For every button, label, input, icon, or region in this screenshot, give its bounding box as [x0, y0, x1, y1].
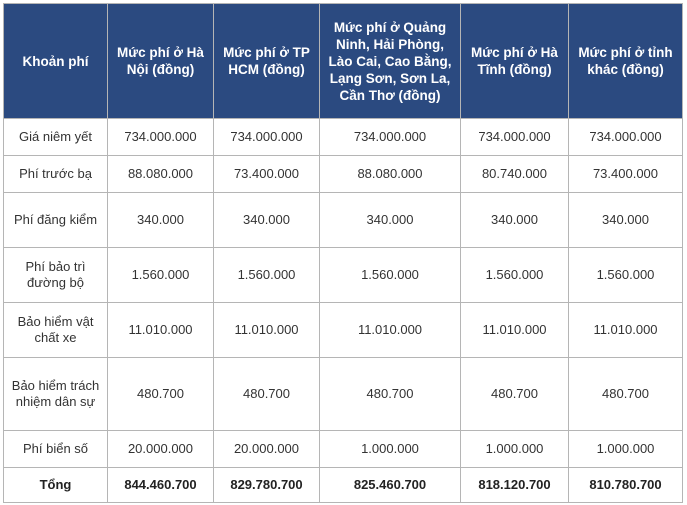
- table-row: Phí bảo trì đường bộ 1.560.000 1.560.000…: [3, 247, 683, 303]
- header-fee-type: Khoản phí: [3, 3, 108, 119]
- row-label: Phí biển số: [3, 430, 108, 468]
- table-cell: 340.000: [568, 192, 683, 248]
- table-cell: 1.560.000: [107, 247, 214, 303]
- table-row: Phí đăng kiểm 340.000 340.000 340.000 34…: [3, 192, 683, 248]
- fee-table-container: Khoản phí Mức phí ở Hà Nội (đồng) Mức ph…: [3, 3, 683, 503]
- table-cell: 1.560.000: [319, 247, 461, 303]
- table-row: Giá niêm yết 734.000.000 734.000.000 734…: [3, 118, 683, 156]
- table-cell: 88.080.000: [107, 155, 214, 193]
- row-label: Bảo hiểm vật chất xe: [3, 302, 108, 358]
- table-cell: 1.000.000: [319, 430, 461, 468]
- table-cell: 1.560.000: [213, 247, 320, 303]
- total-label: Tổng: [3, 467, 108, 503]
- header-group-provinces: Mức phí ở Quảng Ninh, Hải Phòng, Lào Cai…: [319, 3, 461, 119]
- table-cell: 340.000: [107, 192, 214, 248]
- fee-comparison-table: Khoản phí Mức phí ở Hà Nội (đồng) Mức ph…: [3, 3, 683, 503]
- table-row: Bảo hiểm trách nhiệm dân sự 480.700 480.…: [3, 357, 683, 431]
- table-cell: 734.000.000: [460, 118, 569, 156]
- table-cell: 1.560.000: [568, 247, 683, 303]
- table-cell: 734.000.000: [568, 118, 683, 156]
- table-cell: 20.000.000: [213, 430, 320, 468]
- total-cell: 810.780.700: [568, 467, 683, 503]
- table-row: Phí trước bạ 88.080.000 73.400.000 88.08…: [3, 155, 683, 193]
- table-cell: 340.000: [319, 192, 461, 248]
- table-cell: 11.010.000: [107, 302, 214, 358]
- header-hanoi: Mức phí ở Hà Nội (đồng): [107, 3, 214, 119]
- table-cell: 734.000.000: [107, 118, 214, 156]
- header-other-provinces: Mức phí ở tỉnh khác (đồng): [568, 3, 683, 119]
- total-cell: 844.460.700: [107, 467, 214, 503]
- table-cell: 73.400.000: [568, 155, 683, 193]
- table-cell: 480.700: [319, 357, 461, 431]
- row-label: Phí đăng kiểm: [3, 192, 108, 248]
- table-cell: 734.000.000: [213, 118, 320, 156]
- table-cell: 11.010.000: [568, 302, 683, 358]
- table-cell: 11.010.000: [460, 302, 569, 358]
- total-cell: 829.780.700: [213, 467, 320, 503]
- header-ha-tinh: Mức phí ở Hà Tĩnh (đồng): [460, 3, 569, 119]
- table-cell: 11.010.000: [213, 302, 320, 358]
- total-cell: 825.460.700: [319, 467, 461, 503]
- table-row: Bảo hiểm vật chất xe 11.010.000 11.010.0…: [3, 302, 683, 358]
- total-row: Tổng 844.460.700 829.780.700 825.460.700…: [3, 467, 683, 503]
- table-cell: 73.400.000: [213, 155, 320, 193]
- table-cell: 1.000.000: [460, 430, 569, 468]
- table-cell: 480.700: [107, 357, 214, 431]
- table-cell: 734.000.000: [319, 118, 461, 156]
- table-cell: 340.000: [460, 192, 569, 248]
- header-hcm: Mức phí ở TP HCM (đồng): [213, 3, 320, 119]
- row-label: Phí bảo trì đường bộ: [3, 247, 108, 303]
- table-cell: 480.700: [568, 357, 683, 431]
- table-cell: 1.560.000: [460, 247, 569, 303]
- table-cell: 340.000: [213, 192, 320, 248]
- table-cell: 480.700: [460, 357, 569, 431]
- row-label: Phí trước bạ: [3, 155, 108, 193]
- table-cell: 88.080.000: [319, 155, 461, 193]
- total-cell: 818.120.700: [460, 467, 569, 503]
- table-cell: 20.000.000: [107, 430, 214, 468]
- row-label: Giá niêm yết: [3, 118, 108, 156]
- table-row: Phí biển số 20.000.000 20.000.000 1.000.…: [3, 430, 683, 468]
- table-cell: 11.010.000: [319, 302, 461, 358]
- table-cell: 80.740.000: [460, 155, 569, 193]
- table-header-row: Khoản phí Mức phí ở Hà Nội (đồng) Mức ph…: [3, 3, 683, 119]
- row-label: Bảo hiểm trách nhiệm dân sự: [3, 357, 108, 431]
- table-cell: 480.700: [213, 357, 320, 431]
- table-cell: 1.000.000: [568, 430, 683, 468]
